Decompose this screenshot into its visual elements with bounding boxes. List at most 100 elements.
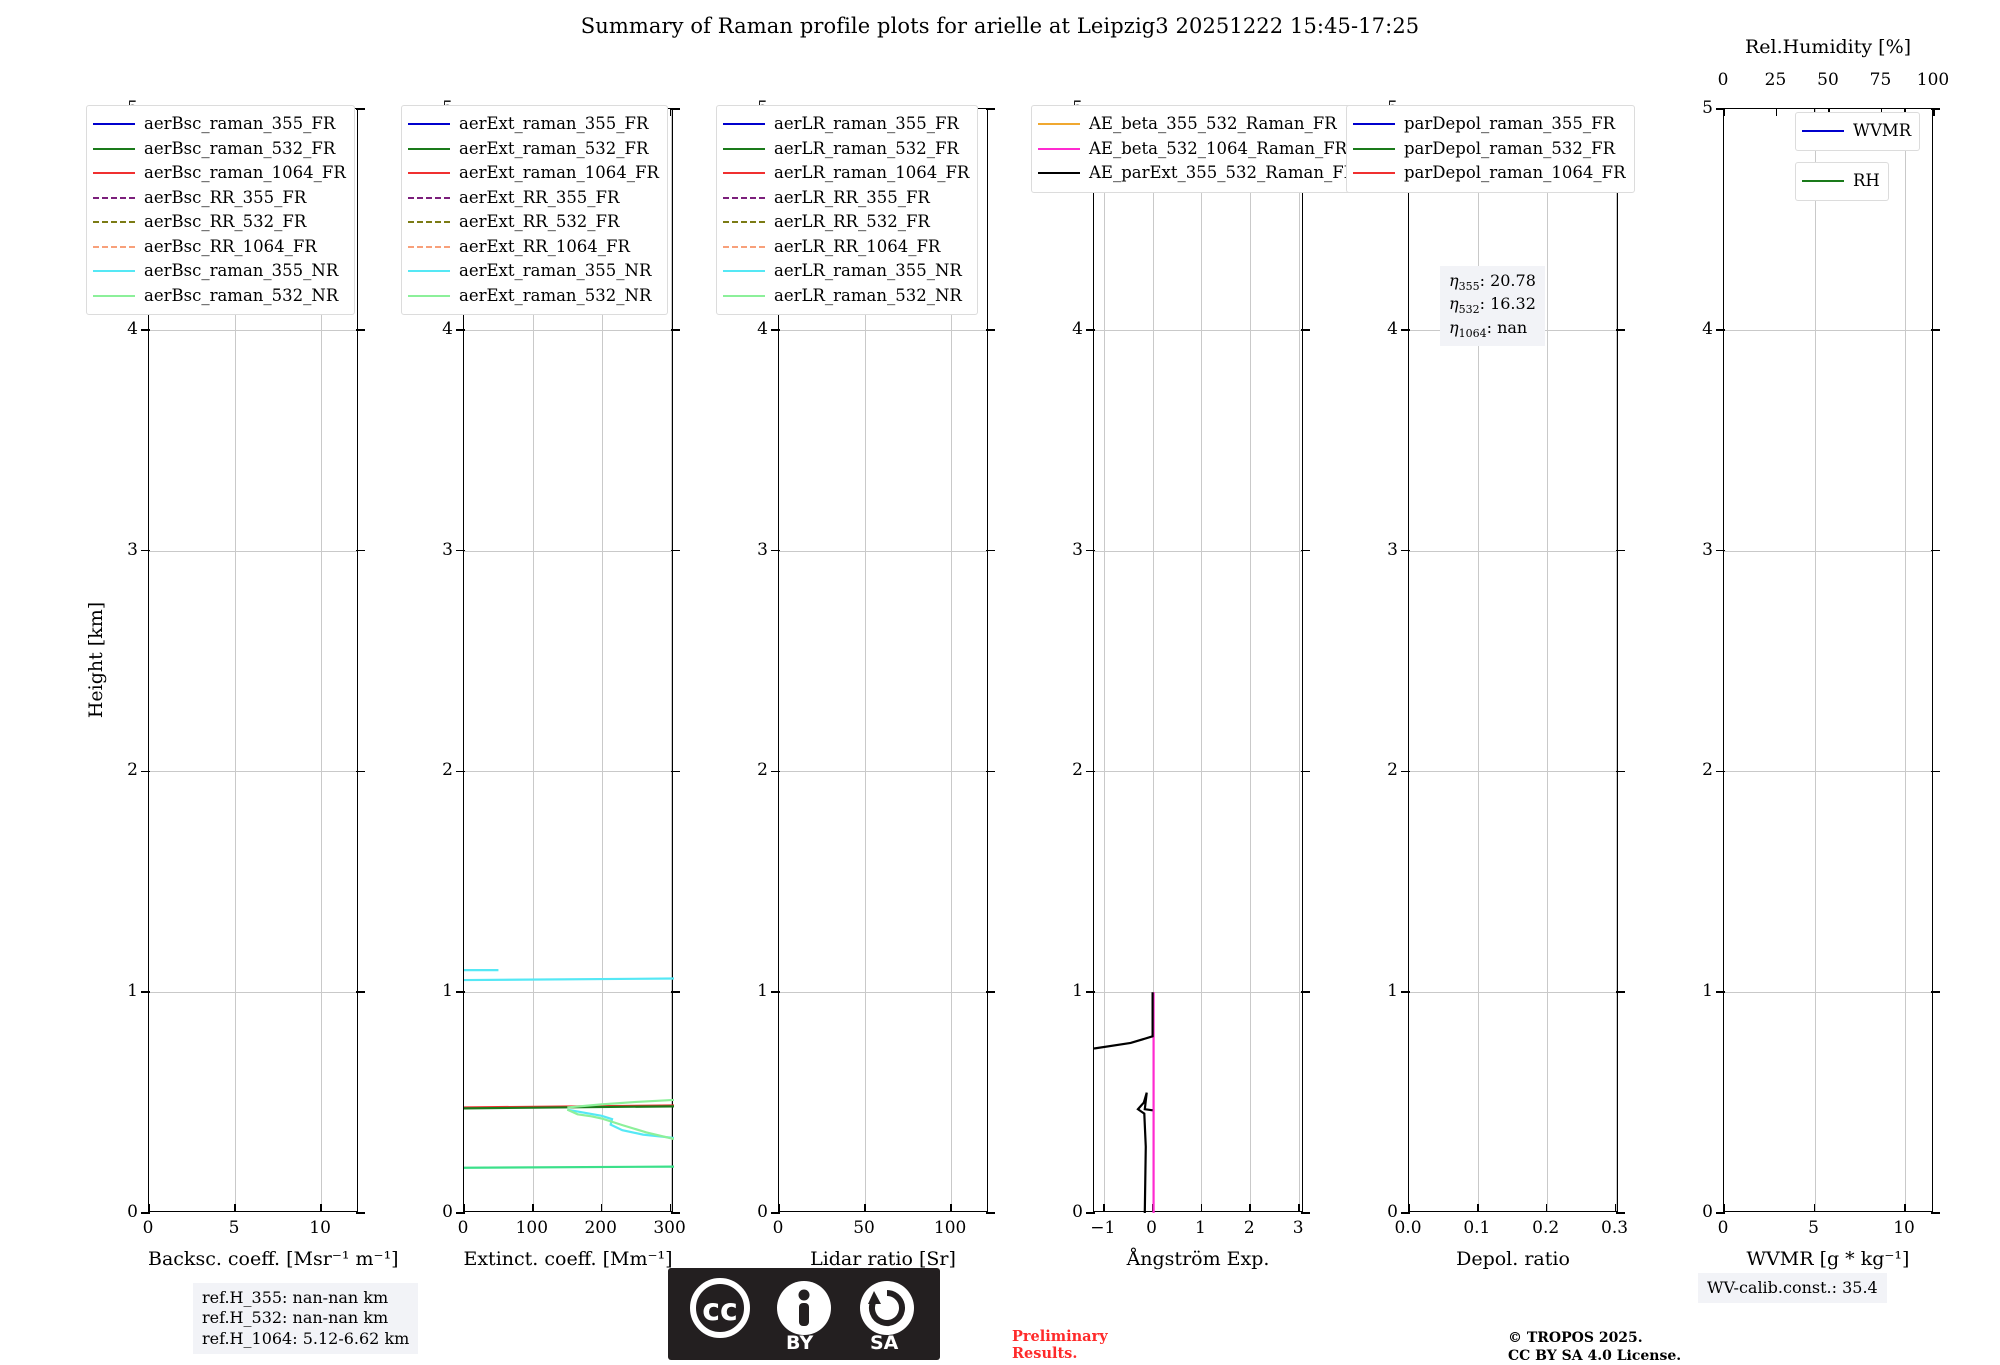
- legend-item[interactable]: parDepol_raman_355_FR: [1353, 112, 1626, 137]
- legend-swatch: [93, 123, 135, 126]
- y-tick-mark: [771, 549, 780, 552]
- x-tick-mark: [1477, 1204, 1479, 1212]
- legend-item[interactable]: aerExt_RR_1064_FR: [408, 235, 659, 260]
- y-tick-mark-right: [1931, 770, 1940, 773]
- gridline-vertical: [670, 109, 672, 1211]
- legend-item[interactable]: aerLR_raman_1064_FR: [723, 161, 969, 186]
- legend-item[interactable]: aerExt_RR_355_FR: [408, 186, 659, 211]
- legend-label: aerBsc_raman_355_FR: [144, 114, 336, 133]
- legend-item[interactable]: aerExt_raman_355_FR: [408, 112, 659, 137]
- y-tick-label: 4: [1387, 318, 1398, 339]
- legend-item[interactable]: aerExt_raman_532_NR: [408, 284, 659, 309]
- gridline-vertical: [1615, 109, 1617, 1211]
- y-tick-label: 0: [1072, 1202, 1083, 1222]
- legend-item[interactable]: aerExt_raman_355_NR: [408, 259, 659, 284]
- legend-item[interactable]: aerLR_RR_1064_FR: [723, 235, 969, 260]
- legend-item[interactable]: aerExt_raman_532_FR: [408, 137, 659, 162]
- y-tick-label: 1: [1702, 981, 1713, 1002]
- gridline-horizontal: [1409, 771, 1617, 773]
- eta-row: η1064: nan: [1449, 317, 1528, 340]
- gridline-horizontal: [464, 550, 672, 552]
- legend-lidar-ratio[interactable]: aerLR_raman_355_FR aerLR_raman_532_FR aerL…: [716, 105, 979, 315]
- legend-item[interactable]: aerLR_RR_532_FR: [723, 210, 969, 235]
- x-tick-mark: [1813, 1204, 1816, 1212]
- x-tick-mark: [669, 1204, 672, 1212]
- top-axis-tick-label: 75: [1869, 70, 1892, 90]
- x-tick-label: 0: [772, 1218, 784, 1238]
- legend-swatch: [408, 270, 450, 273]
- legend-item[interactable]: aerLR_raman_532_NR: [723, 284, 969, 309]
- series-AE_parExt_355_532_Raman_FR_b: [1136, 1092, 1153, 1213]
- preliminary-results-note: Preliminary Results.: [1012, 1328, 1108, 1363]
- y-tick-label: 3: [1702, 539, 1713, 560]
- y-tick-label: 3: [1072, 539, 1083, 560]
- gridline-vertical: [951, 109, 953, 1211]
- legend-label: aerExt_RR_1064_FR: [459, 236, 630, 256]
- gridline-vertical: [532, 109, 534, 1211]
- gridline-horizontal: [779, 992, 987, 994]
- y-tick-mark-right: [671, 991, 680, 993]
- legend-item[interactable]: aerExt_RR_532_FR: [408, 210, 659, 235]
- legend-label: aerLR_raman_355_NR: [774, 261, 962, 280]
- legend-item[interactable]: aerBsc_raman_532_FR: [93, 137, 346, 162]
- legend-swatch: [93, 270, 135, 273]
- legend-depol-ratio[interactable]: parDepol_raman_355_FR parDepol_raman_532_…: [1346, 105, 1635, 193]
- y-tick-mark-right: [1931, 991, 1940, 993]
- legend-item[interactable]: aerBsc_RR_1064_FR: [93, 235, 346, 260]
- panel-backscatter: 0510012345Backsc. coeff. [Msr⁻¹ m⁻¹]aerB…: [86, 98, 399, 1270]
- legend-label: aerLR_raman_1064_FR: [774, 163, 970, 182]
- x-tick-mark: [600, 1204, 603, 1212]
- legend-label: aerBsc_RR_1064_FR: [144, 236, 317, 256]
- top-axis-tick-mark: [1933, 108, 1935, 116]
- legend-backscatter[interactable]: aerBsc_raman_355_FR aerBsc_raman_532_FR ae…: [86, 105, 355, 315]
- y-tick-label: 2: [757, 760, 768, 781]
- legend-item[interactable]: aerLR_raman_355_NR: [723, 259, 969, 284]
- x-tick-mark: [463, 1204, 465, 1212]
- legend-item[interactable]: aerBsc_RR_532_FR: [93, 210, 346, 235]
- gridline-horizontal: [464, 771, 672, 773]
- legend-item[interactable]: aerBsc_raman_355_FR: [93, 112, 346, 137]
- gridline-vertical: [235, 109, 237, 1211]
- legend-item[interactable]: aerExt_raman_1064_FR: [408, 161, 659, 186]
- top-axis-tick-label: 100: [1916, 70, 1950, 90]
- series-aerExt_raman_532_NR_upper: [567, 1098, 674, 1109]
- gridline-vertical: [865, 109, 867, 1211]
- series-aerExt_raman_355_NR_b: [464, 977, 674, 982]
- legend-item[interactable]: AE_beta_532_1064_Raman_FR: [1038, 137, 1356, 162]
- y-tick-mark: [1401, 549, 1410, 552]
- legend-item[interactable]: aerLR_raman_355_FR: [723, 112, 969, 137]
- series-aerExt_raman_532_NR_lower: [566, 1108, 674, 1141]
- y-tick-label: 4: [1072, 318, 1083, 339]
- legend-item[interactable]: aerLR_RR_355_FR: [723, 186, 969, 211]
- x-tick-label: 5: [1808, 1218, 1819, 1238]
- y-tick-label: 4: [1702, 318, 1713, 339]
- legend-angstrom-exponent[interactable]: AE_beta_355_532_Raman_FR AE_beta_532_1064…: [1031, 105, 1366, 193]
- y-tick-mark-right: [986, 329, 995, 331]
- y-tick-label: 1: [1072, 981, 1083, 1002]
- y-axis-label: Height [km]: [85, 601, 107, 719]
- y-tick-mark-right: [1616, 991, 1625, 993]
- legend-item[interactable]: aerBsc_raman_355_NR: [93, 259, 346, 284]
- legend-wvmr-rh[interactable]: RH: [1795, 162, 1889, 201]
- gridline-vertical: [1477, 109, 1479, 1211]
- legend-item[interactable]: aerBsc_RR_355_FR: [93, 186, 346, 211]
- y-tick-label: 4: [127, 318, 138, 339]
- legend-item[interactable]: parDepol_raman_532_FR: [1353, 137, 1626, 162]
- x-tick-mark: [1614, 1204, 1617, 1212]
- legend-wvmr-wvmr[interactable]: WVMR: [1795, 112, 1921, 151]
- legend-item[interactable]: parDepol_raman_1064_FR: [1353, 161, 1626, 186]
- legend-swatch: [723, 245, 765, 248]
- y-tick-mark: [141, 329, 150, 331]
- y-tick-label: 0: [1387, 1202, 1398, 1222]
- legend-item[interactable]: aerBsc_raman_1064_FR: [93, 161, 346, 186]
- legend-swatch: [723, 196, 765, 199]
- legend-item[interactable]: aerBsc_raman_532_NR: [93, 284, 346, 309]
- legend-item[interactable]: AE_parExt_355_532_Raman_FR: [1038, 161, 1356, 186]
- legend-label: aerExt_raman_532_FR: [459, 138, 649, 158]
- legend-label: aerBsc_raman_532_NR: [144, 285, 339, 305]
- legend-swatch: [93, 221, 135, 224]
- legend-item[interactable]: aerLR_raman_532_FR: [723, 137, 969, 162]
- legend-item[interactable]: AE_beta_355_532_Raman_FR: [1038, 112, 1356, 137]
- y-tick-mark: [771, 991, 780, 993]
